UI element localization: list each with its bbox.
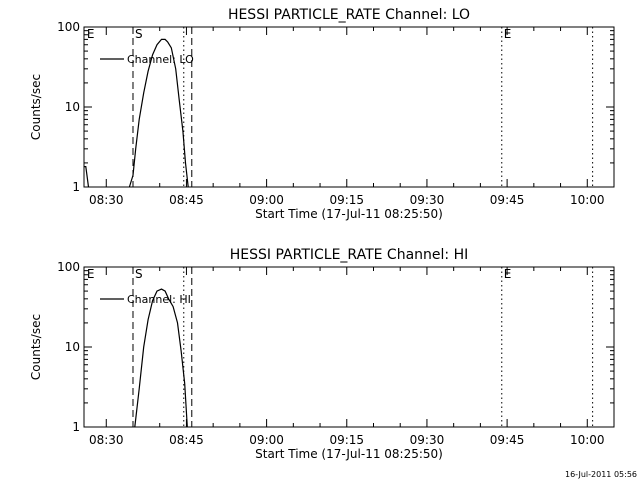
x-tick-label: 09:30	[410, 433, 445, 447]
x-tick-label: 09:00	[249, 433, 284, 447]
series-line	[84, 166, 90, 188]
marker-label: E	[504, 267, 512, 281]
y-tick-label: 100	[57, 260, 80, 274]
chart-title: HESSI PARTICLE_RATE Channel: LO	[228, 7, 470, 23]
x-axis-label: Start Time (17-Jul-11 08:25:50)	[255, 207, 443, 221]
chart-panel-2: HESSI PARTICLE_RATE Channel: HI 1 10 100 08:…	[29, 247, 615, 461]
plot-frame	[83, 26, 615, 188]
x-tick-label: 08:45	[169, 193, 204, 207]
x-tick-label: 10:00	[570, 193, 605, 207]
y-axis-label: Counts/sec	[29, 314, 43, 380]
x-tick-label: 08:30	[89, 193, 124, 207]
legend-entry: Channel: HI	[127, 293, 191, 306]
y-tick-label: 1	[72, 420, 80, 434]
y-tick-label: 10	[65, 100, 80, 114]
y-tick-label: 10	[65, 340, 80, 354]
marker-label: S	[135, 267, 143, 281]
y-axis-label: Counts/sec	[29, 74, 43, 140]
x-tick-label: 09:15	[329, 193, 364, 207]
plot-frame	[83, 266, 615, 428]
series-line	[134, 288, 188, 428]
x-tick-label: 08:45	[169, 433, 204, 447]
y-tick-label: 1	[72, 180, 80, 194]
x-axis-label: Start Time (17-Jul-11 08:25:50)	[255, 447, 443, 461]
series-line	[128, 38, 189, 188]
footer-timestamp: 16-Jul-2011 05:56	[565, 470, 637, 479]
legend-entry: Channel: LO	[127, 53, 194, 66]
x-tick-label: 09:15	[329, 433, 364, 447]
x-tick-label: 09:30	[410, 193, 445, 207]
y-tick-label: 100	[57, 20, 80, 34]
chart-panel-1: HESSI PARTICLE_RATE Channel: LO 1 10 100 08:…	[29, 7, 615, 221]
marker-label: S	[135, 27, 143, 41]
x-tick-label: 08:30	[89, 433, 124, 447]
x-tick-label: 09:00	[249, 193, 284, 207]
x-tick-label: 09:45	[490, 193, 525, 207]
chart-title: HESSI PARTICLE_RATE Channel: HI	[230, 247, 468, 263]
x-tick-label: 09:45	[490, 433, 525, 447]
marker-label: E	[87, 267, 95, 281]
marker-label: E	[87, 27, 95, 41]
x-tick-label: 10:00	[570, 433, 605, 447]
marker-label: E	[504, 27, 512, 41]
